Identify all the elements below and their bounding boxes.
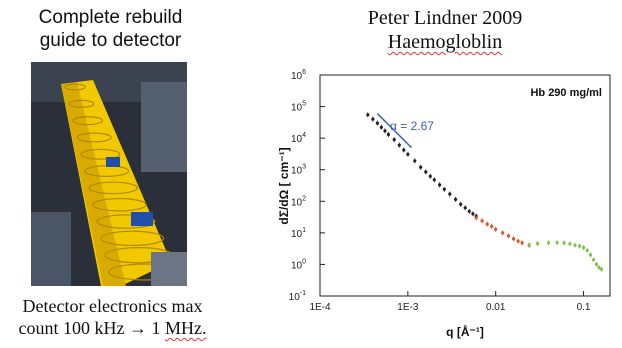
- left-title: Complete rebuild guide to detector: [8, 6, 213, 52]
- caption-line2-unit: MHz.: [164, 318, 207, 338]
- left-title-line1: Complete rebuild: [38, 7, 183, 28]
- photo-guide-ring: [96, 214, 156, 229]
- photo-guide-ring: [88, 181, 138, 195]
- photo-blue-clamp: [106, 157, 120, 167]
- plot-frame: [319, 74, 611, 297]
- caption-line2-text: count 100 kHz → 1: [18, 318, 165, 338]
- right-title-line1: Peter Lindner 2009: [367, 7, 523, 29]
- y-tick-label: 10-1: [289, 290, 306, 303]
- photo-guide-ring: [100, 230, 165, 247]
- y-tick-label: 104: [291, 132, 306, 145]
- photo-guide-ring: [72, 116, 104, 126]
- neutron-guide-photo: [31, 62, 187, 286]
- y-tick-label: 105: [291, 101, 306, 114]
- chart-annotation: Hb 290 mg/ml: [530, 87, 602, 99]
- y-tick-label: 100: [291, 258, 306, 271]
- x-tick-label: 1E-3: [397, 302, 419, 313]
- x-tick-label: 0.1: [577, 302, 591, 313]
- scattering-chart: 1E-4 1E-3 0.01 0.1 10-1 100 101 102 103 104 105 106…: [270, 60, 620, 343]
- y-axis-label: dΣ/dΩ [ cm⁻¹]: [277, 147, 291, 224]
- photo-guide-ring: [92, 197, 147, 212]
- series-layer: [366, 112, 604, 272]
- y-tick-label: 106: [291, 69, 306, 82]
- x-tick-label: 0.01: [486, 302, 506, 313]
- photo-guide-ring: [80, 148, 121, 160]
- photo-floor-equipment: [151, 252, 187, 286]
- right-title: Peter Lindner 2009 Haemogloblin: [340, 6, 550, 54]
- y-tick-label: 103: [291, 164, 306, 177]
- photo-equipment-right: [141, 82, 187, 172]
- photo-guide-ring: [68, 99, 95, 108]
- chart-svg: 1E-4 1E-3 0.01 0.1 10-1 100 101 102 103 104 105 106…: [277, 69, 611, 339]
- x-tick-label: 1E-4: [309, 302, 331, 313]
- left-title-line2: guide to detector: [39, 30, 182, 51]
- photo-equipment-left: [31, 212, 71, 286]
- photo-blue-clamp: [131, 212, 153, 226]
- slope-line: [376, 113, 413, 149]
- y-tick-label: 101: [291, 227, 306, 240]
- photo-illustration: [31, 62, 187, 286]
- x-axis-label: q [Å⁻¹]: [446, 324, 484, 339]
- slope-label: α = 2.67: [390, 119, 434, 133]
- photo-guide-ring: [64, 83, 86, 91]
- axis-ticks: 1E-4 1E-3 0.01 0.1 10-1 100 101 102 103 104 105 106: [289, 69, 591, 313]
- right-title-line2: Haemogloblin: [387, 31, 503, 53]
- y-tick-label: 102: [291, 195, 306, 208]
- photo-guide-ring: [76, 132, 112, 143]
- caption-line1: Detector electronics max: [22, 296, 203, 316]
- detector-caption: Detector electronics max count 100 kHz →…: [0, 295, 225, 339]
- caption-line2: count 100 kHz → 1 MHz.: [0, 317, 225, 339]
